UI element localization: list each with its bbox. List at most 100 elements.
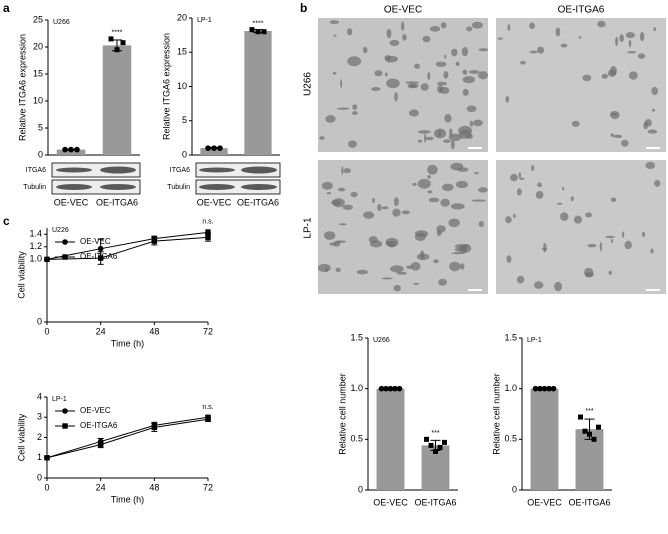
cell-cluster bbox=[326, 192, 332, 195]
blot-band bbox=[100, 166, 136, 174]
cell-cluster bbox=[401, 21, 405, 31]
data-point bbox=[433, 448, 438, 454]
cell-cluster bbox=[335, 267, 341, 273]
cell-cluster bbox=[362, 46, 368, 54]
x-tick-label: OE-VEC bbox=[54, 197, 89, 207]
cell-cluster bbox=[408, 109, 419, 117]
cell-cluster bbox=[392, 208, 401, 217]
cell-cluster bbox=[613, 134, 623, 139]
cell-cluster bbox=[497, 37, 503, 40]
cell-cluster bbox=[347, 56, 362, 67]
cell-cluster bbox=[582, 74, 592, 82]
cell-cluster bbox=[407, 83, 419, 89]
cell-cluster bbox=[405, 81, 420, 84]
x-tick-label: 72 bbox=[203, 482, 213, 492]
cell-cluster bbox=[331, 199, 341, 206]
data-point bbox=[74, 146, 80, 153]
cell-cluster bbox=[414, 63, 421, 69]
x-tick-label: OE-ITGA6 bbox=[96, 197, 138, 207]
bar bbox=[530, 388, 559, 490]
y-tick-label: 15 bbox=[33, 68, 43, 78]
y-axis-label: Cell viability bbox=[16, 413, 26, 461]
cell-cluster bbox=[608, 270, 613, 275]
cell-cluster bbox=[321, 181, 333, 190]
cell-cluster bbox=[451, 48, 458, 57]
micrograph bbox=[496, 160, 666, 294]
cell-cluster bbox=[625, 32, 636, 39]
y-tick-label: 1 bbox=[37, 452, 42, 462]
cell-cluster bbox=[425, 136, 434, 141]
cell-cluster bbox=[597, 20, 606, 28]
y-tick-label: 0 bbox=[37, 472, 42, 482]
cell-cluster bbox=[329, 20, 340, 25]
cell-cluster bbox=[386, 28, 392, 39]
blot-band bbox=[56, 184, 92, 190]
cell-cluster bbox=[654, 179, 661, 187]
data-point bbox=[587, 431, 592, 437]
cell-cluster bbox=[356, 269, 369, 275]
data-point bbox=[261, 29, 267, 35]
cell-cluster bbox=[393, 284, 401, 292]
data-point bbox=[114, 47, 120, 53]
cell-cluster bbox=[420, 250, 425, 260]
cell-cluster bbox=[458, 125, 473, 136]
data-point bbox=[582, 428, 588, 434]
line-marker bbox=[205, 234, 211, 241]
data-point bbox=[249, 27, 255, 33]
cell-cluster bbox=[468, 69, 480, 74]
cell-cluster bbox=[537, 46, 545, 54]
bar bbox=[200, 148, 228, 155]
x-tick-label: 48 bbox=[149, 482, 159, 492]
cell-cluster bbox=[413, 282, 420, 285]
cell-cluster bbox=[554, 281, 563, 292]
series-line bbox=[46, 231, 209, 260]
data-point bbox=[442, 439, 447, 445]
legend-marker bbox=[62, 408, 68, 414]
cell-cluster bbox=[610, 113, 618, 116]
y-tick-label: 2 bbox=[37, 432, 42, 442]
data-point bbox=[211, 145, 217, 151]
cell-cluster bbox=[435, 61, 447, 67]
bar bbox=[102, 45, 132, 155]
cell-cluster bbox=[386, 78, 400, 89]
cell-cluster bbox=[352, 111, 358, 116]
y-axis-label: Relative cell number bbox=[337, 373, 347, 455]
chart-title: U266 bbox=[373, 337, 390, 344]
y-tick-label: 0 bbox=[512, 484, 517, 494]
data-point bbox=[532, 385, 539, 392]
y-tick-label: 10 bbox=[177, 81, 187, 91]
line-marker bbox=[97, 441, 104, 448]
x-tick-label: 0 bbox=[44, 482, 49, 492]
significance: *** bbox=[431, 430, 439, 437]
cell-cluster bbox=[323, 231, 336, 240]
data-point bbox=[578, 414, 583, 420]
y-tick-label: 0.5 bbox=[350, 434, 363, 444]
cell-cluster bbox=[427, 175, 432, 179]
y-tick-label: 1.0 bbox=[350, 383, 363, 393]
image-column-label: OE-VEC bbox=[384, 5, 422, 16]
cell-cluster bbox=[557, 202, 563, 205]
cell-cluster bbox=[406, 265, 414, 270]
cell-cluster bbox=[472, 119, 483, 127]
cell-cluster bbox=[343, 168, 351, 174]
image-column-label: OE-ITGA6 bbox=[558, 5, 605, 16]
y-tick-label: 1.0 bbox=[504, 383, 517, 393]
cell-cluster bbox=[448, 133, 462, 142]
series-line bbox=[46, 418, 209, 459]
cell-cluster bbox=[417, 130, 431, 134]
y-tick-label: 0 bbox=[358, 484, 363, 494]
data-point bbox=[428, 442, 434, 448]
bar bbox=[376, 388, 405, 490]
cell-cluster bbox=[371, 87, 381, 91]
cell-cluster bbox=[438, 278, 448, 286]
cell-cluster bbox=[455, 61, 460, 67]
cell-cluster bbox=[439, 86, 450, 94]
cell-cluster bbox=[637, 53, 646, 59]
bar bbox=[244, 31, 272, 155]
cell-cluster bbox=[537, 182, 542, 188]
y-axis-label: Relative ITGA6 expression bbox=[17, 34, 27, 141]
chart-title: U266 bbox=[53, 19, 70, 26]
cell-cluster bbox=[610, 66, 617, 76]
image-row-label: U266 bbox=[303, 72, 314, 96]
cell-cluster bbox=[387, 60, 390, 63]
